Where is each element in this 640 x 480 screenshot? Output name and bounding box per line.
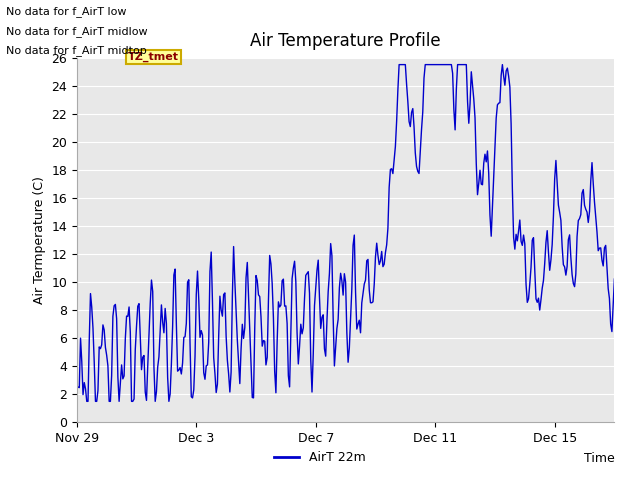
Text: No data for f_AirT midtop: No data for f_AirT midtop (6, 45, 147, 56)
Text: TZ_tmet: TZ_tmet (128, 52, 179, 62)
Y-axis label: Air Termperature (C): Air Termperature (C) (33, 176, 45, 304)
Title: Air Temperature Profile: Air Temperature Profile (250, 33, 441, 50)
Text: No data for f_AirT midlow: No data for f_AirT midlow (6, 25, 148, 36)
Text: No data for f_AirT low: No data for f_AirT low (6, 6, 127, 17)
Text: Time: Time (584, 452, 614, 465)
Legend: AirT 22m: AirT 22m (269, 446, 371, 469)
